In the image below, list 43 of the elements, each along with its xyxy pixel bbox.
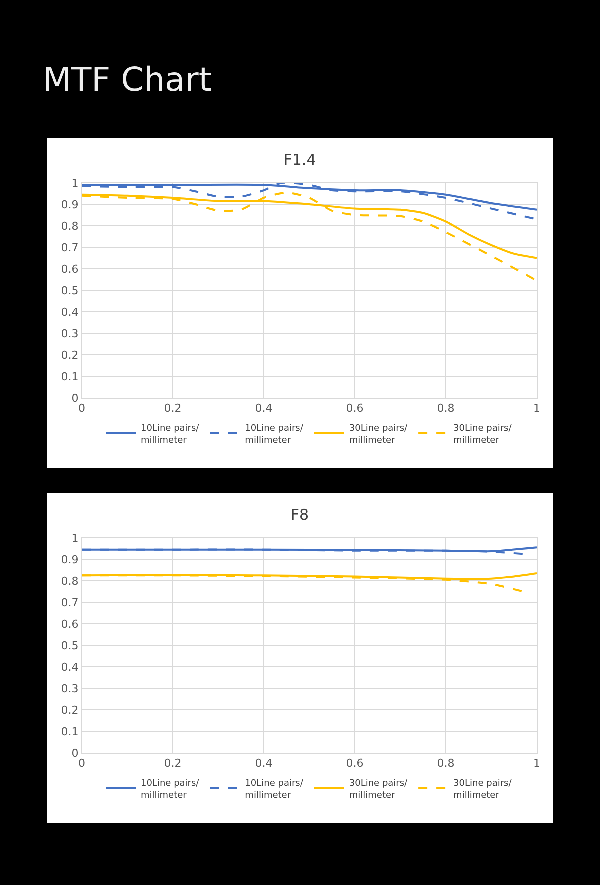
y-tick-label: 0.8 — [61, 574, 79, 588]
y-tick-label: 1 — [72, 176, 79, 190]
x-tick-label: 0.4 — [255, 402, 273, 416]
x-tick-label: 0.2 — [164, 402, 182, 416]
y-tick-label: 0.1 — [61, 370, 79, 384]
legend-label: 30Line pairs/millimeter — [454, 779, 513, 801]
x-tick-label: 0.6 — [346, 402, 364, 416]
legend-label: 30Line pairs/millimeter — [349, 424, 409, 446]
y-tick-label: 0.7 — [61, 596, 79, 610]
x-tick-label: 0.6 — [346, 757, 364, 770]
legend-label: 10Line pairs/millimeter — [141, 424, 200, 446]
y-tick-label: 0 — [72, 392, 79, 405]
y-tick-label: 0.9 — [61, 198, 79, 212]
x-tick-label: 1 — [534, 757, 540, 770]
y-tick-label: 0.5 — [61, 639, 79, 652]
y-tick-label: 0.2 — [61, 348, 79, 362]
y-tick-label: 0.7 — [61, 241, 79, 254]
y-tick-label: 1 — [72, 532, 79, 545]
y-tick-label: 0.9 — [61, 553, 79, 566]
y-tick-label: 0.6 — [61, 618, 79, 631]
text: MTF Chart — [43, 60, 212, 99]
x-tick-label: 0.4 — [255, 757, 273, 770]
x-tick-label: 0.8 — [437, 402, 455, 416]
legend-label: 10Line pairs/millimeter — [141, 779, 200, 801]
y-tick-label: 0.5 — [61, 284, 79, 298]
y-tick-label: 0.4 — [61, 306, 79, 319]
y-tick-label: 0 — [72, 746, 79, 760]
y-tick-label: 0.2 — [61, 704, 79, 717]
legend-label: 10Line pairs/millimeter — [245, 424, 304, 446]
y-tick-label: 0.4 — [61, 660, 79, 674]
y-tick-label: 0.6 — [61, 262, 79, 276]
legend-label: 30Line pairs/millimeter — [454, 424, 513, 446]
chart-title: F8 — [290, 506, 310, 524]
y-tick-label: 0.1 — [61, 725, 79, 738]
legend-label: 30Line pairs/millimeter — [349, 779, 409, 801]
y-tick-label: 0.3 — [61, 327, 79, 340]
y-tick-label: 0.8 — [61, 220, 79, 233]
legend-label: 10Line pairs/millimeter — [245, 779, 304, 801]
y-tick-label: 0.3 — [61, 682, 79, 696]
x-tick-label: 1 — [534, 402, 540, 416]
chart-title: F1.4 — [284, 151, 316, 169]
x-tick-label: 0.2 — [164, 757, 182, 770]
x-tick-label: 0.8 — [437, 757, 455, 770]
